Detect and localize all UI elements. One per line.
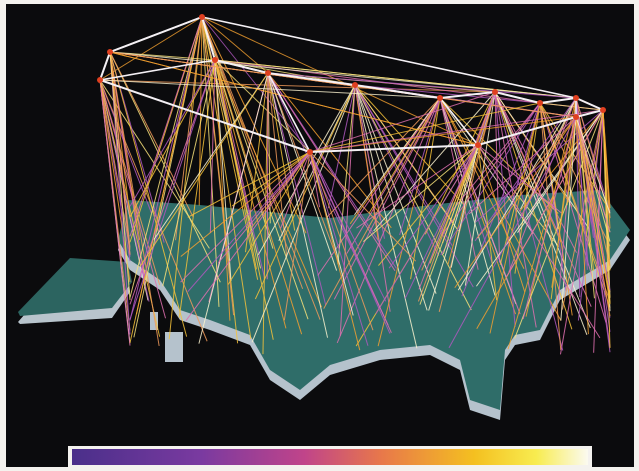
network-visualization xyxy=(0,0,639,471)
page-body: {} (() => { const svg = document.getElem… xyxy=(0,0,639,471)
hub-node xyxy=(475,142,481,148)
hub-node xyxy=(107,49,113,55)
island xyxy=(165,332,183,362)
hub-node xyxy=(492,89,498,95)
hub-node xyxy=(573,95,579,101)
color-bar xyxy=(72,449,588,465)
hub-node xyxy=(437,95,443,101)
hub-node xyxy=(265,70,271,76)
hub-node xyxy=(352,82,358,88)
hub-node xyxy=(199,14,205,20)
hub-node xyxy=(307,149,313,155)
hub-node xyxy=(600,107,606,113)
page: html, body { margin: 0; padding: 0; back… xyxy=(0,0,639,471)
hub-node xyxy=(537,100,543,106)
hub-node xyxy=(573,114,579,120)
hub-node xyxy=(212,57,218,63)
hub-node xyxy=(97,77,103,83)
